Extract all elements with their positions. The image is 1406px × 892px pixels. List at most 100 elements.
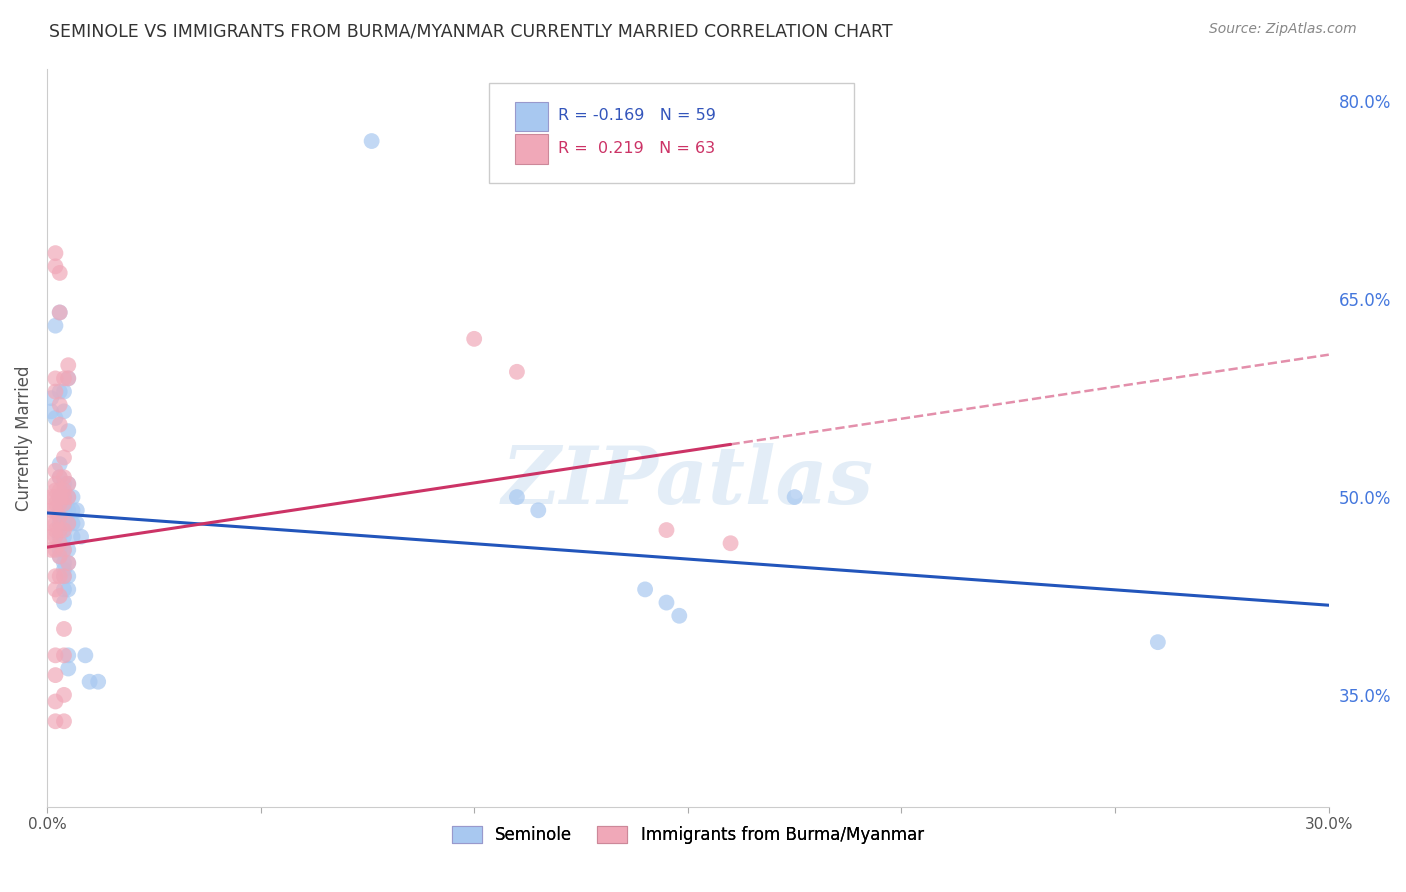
Point [53,569,76,583]
Text: R =  0.219   N = 63: R = 0.219 N = 63 [558,141,716,156]
Point [44,246,66,260]
Point [53,622,76,636]
Point [655,523,678,537]
FancyBboxPatch shape [489,83,855,183]
Point [48,266,70,280]
Text: ZIPatlas: ZIPatlas [502,443,875,521]
Point [58,556,80,570]
Point [62,503,84,517]
Point [39,542,62,557]
Point [58,490,80,504]
Point [720,536,742,550]
Point [44,371,66,385]
Point [44,483,66,498]
Point [48,509,70,524]
Point [53,523,76,537]
Point [53,648,76,663]
Point [79,674,101,689]
Point [463,332,485,346]
Point [58,542,80,557]
Point [634,582,657,597]
Point [58,569,80,583]
Point [48,470,70,484]
Point [506,490,529,504]
Point [48,549,70,564]
Point [506,365,529,379]
Point [39,516,62,531]
Point [48,384,70,399]
Point [44,714,66,729]
Point [58,358,80,372]
Point [53,530,76,544]
Point [39,391,62,405]
Point [53,714,76,729]
Point [75,648,97,663]
Point [48,503,70,517]
Point [53,497,76,511]
Point [53,450,76,465]
Point [87,674,110,689]
Point [44,542,66,557]
Point [44,490,66,504]
FancyBboxPatch shape [515,134,548,164]
Point [62,490,84,504]
Legend: Seminole, Immigrants from Burma/Myanmar: Seminole, Immigrants from Burma/Myanmar [446,819,931,850]
Point [53,490,76,504]
Point [48,549,70,564]
Point [44,411,66,425]
Point [39,503,62,517]
Point [53,497,76,511]
Point [44,668,66,682]
Point [58,503,80,517]
Point [48,490,70,504]
Point [44,318,66,333]
Point [53,542,76,557]
Point [48,542,70,557]
Point [53,688,76,702]
Point [39,404,62,418]
Point [66,516,89,531]
Point [668,608,690,623]
Point [58,648,80,663]
Point [48,497,70,511]
Point [58,661,80,675]
Point [44,694,66,708]
Point [39,530,62,544]
Point [53,563,76,577]
Text: SEMINOLE VS IMMIGRANTS FROM BURMA/MYANMAR CURRENTLY MARRIED CORRELATION CHART: SEMINOLE VS IMMIGRANTS FROM BURMA/MYANMA… [49,22,893,40]
Point [527,503,550,517]
Point [39,490,62,504]
Point [48,483,70,498]
Point [53,384,76,399]
Point [58,582,80,597]
Point [44,530,66,544]
Point [48,457,70,471]
Point [44,582,66,597]
Point [53,470,76,484]
Point [48,398,70,412]
Point [53,371,76,385]
Point [44,648,66,663]
Point [48,516,70,531]
Point [53,404,76,418]
Point [44,476,66,491]
Text: Source: ZipAtlas.com: Source: ZipAtlas.com [1209,22,1357,37]
Point [53,516,76,531]
Point [70,530,93,544]
Point [48,490,70,504]
Point [783,490,806,504]
Point [48,305,70,319]
Point [58,556,80,570]
Point [655,596,678,610]
Point [58,476,80,491]
Point [48,523,70,537]
Point [48,305,70,319]
Point [44,516,66,531]
Point [62,530,84,544]
Point [53,490,76,504]
Point [360,134,382,148]
Point [53,476,76,491]
Point [48,509,70,524]
Point [53,483,76,498]
Point [1147,635,1170,649]
